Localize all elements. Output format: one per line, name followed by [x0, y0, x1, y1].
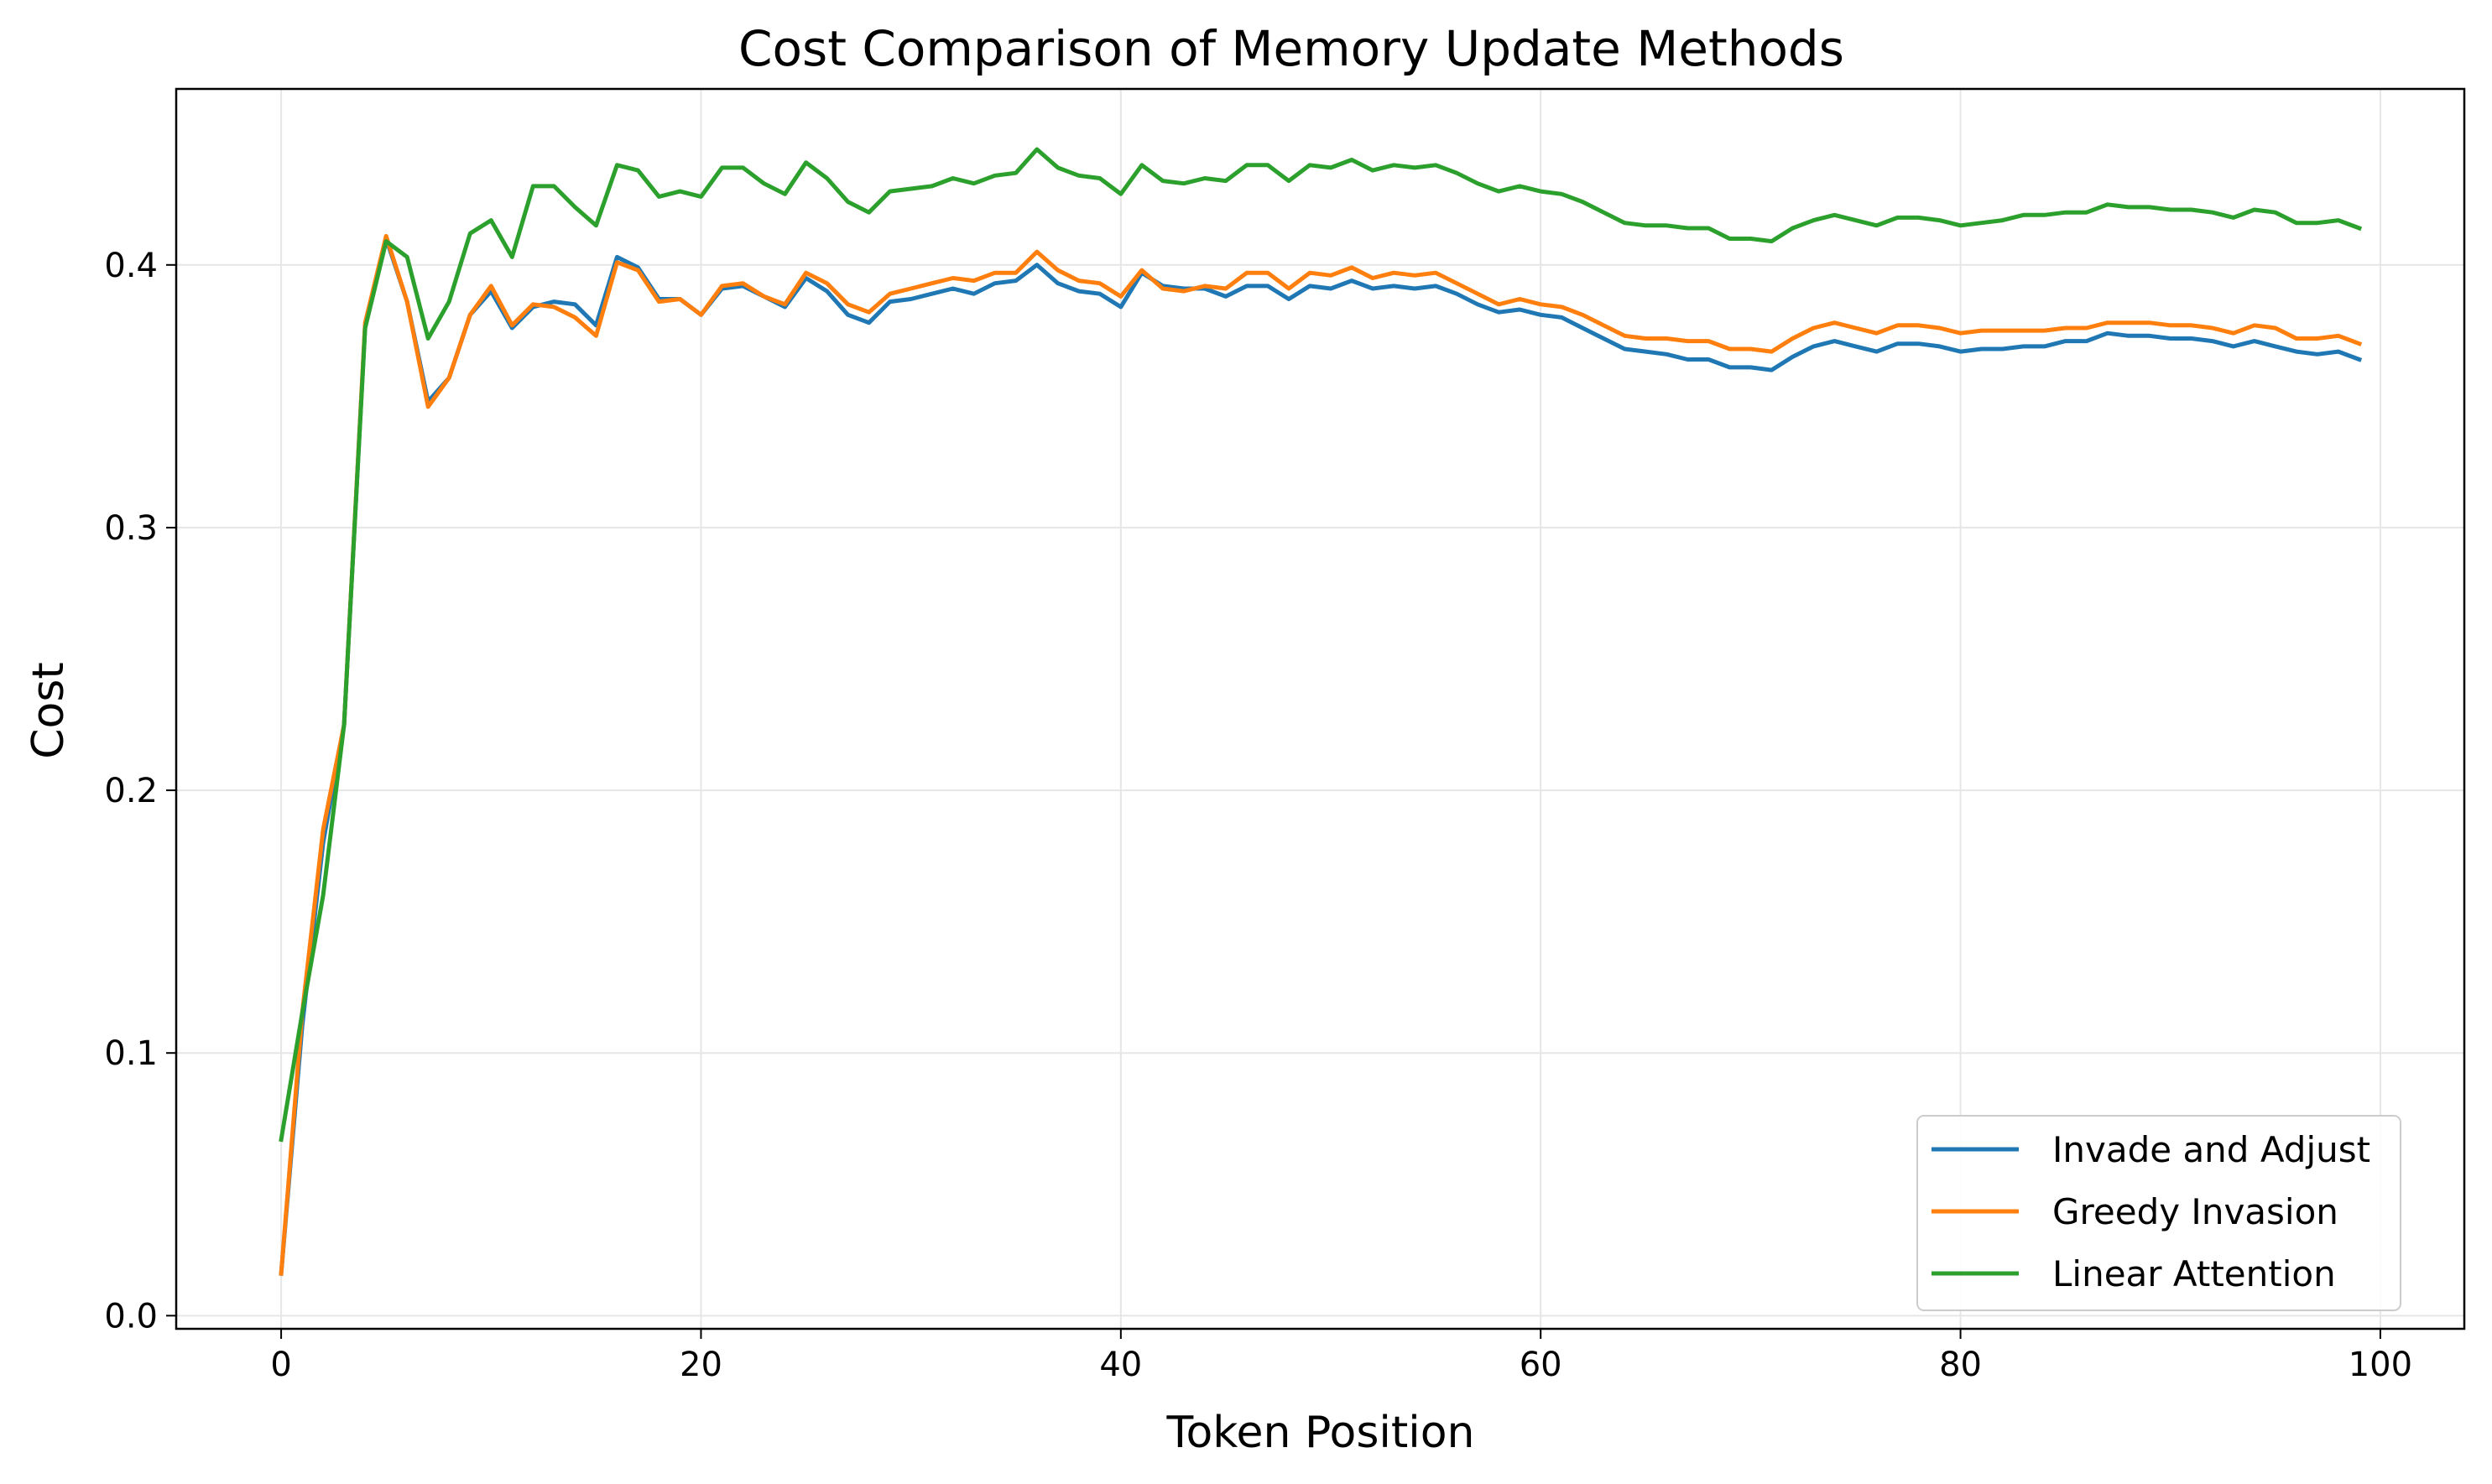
- series-line-invade-and-adjust: [279, 237, 2363, 1276]
- legend-label-linear-attention: Linear Attention: [2052, 1253, 2336, 1294]
- x-tick-label: 80: [1939, 1346, 1982, 1384]
- legend-label-greedy-invasion: Greedy Invasion: [2052, 1191, 2338, 1232]
- x-tick-label: 100: [2349, 1346, 2412, 1384]
- y-tick-label: 0.3: [104, 509, 158, 548]
- legend-box: [1916, 1115, 2401, 1311]
- series-line-greedy-invasion: [279, 233, 2363, 1276]
- legend: Invade and Adjust Greedy Invasion Linear A…: [1916, 1115, 2401, 1311]
- x-tick-label: 20: [680, 1346, 722, 1384]
- x-axis: 0 20 40 60 80 100: [270, 1329, 2412, 1384]
- series-line-linear-attention: [279, 147, 2363, 1143]
- legend-label-invade-and-adjust: Invade and Adjust: [2052, 1129, 2370, 1170]
- plot-area-frame: [175, 87, 2466, 1330]
- y-axis: 0.0 0.1 0.2 0.3 0.4: [104, 247, 176, 1336]
- y-tick-label: 0.4: [104, 247, 158, 285]
- chart-title: Cost Comparison of Memory Update Methods: [738, 20, 1844, 77]
- x-axis-label: Token Position: [1166, 1408, 1475, 1458]
- y-tick-label: 0.1: [104, 1034, 158, 1073]
- y-axis-label: Cost: [23, 662, 74, 759]
- x-tick-label: 0: [270, 1346, 291, 1384]
- x-tick-label: 40: [1099, 1346, 1142, 1384]
- y-tick-label: 0.0: [104, 1297, 158, 1336]
- x-tick-label: 60: [1520, 1346, 1562, 1384]
- y-tick-label: 0.2: [104, 772, 158, 810]
- series-lines: [279, 147, 2363, 1276]
